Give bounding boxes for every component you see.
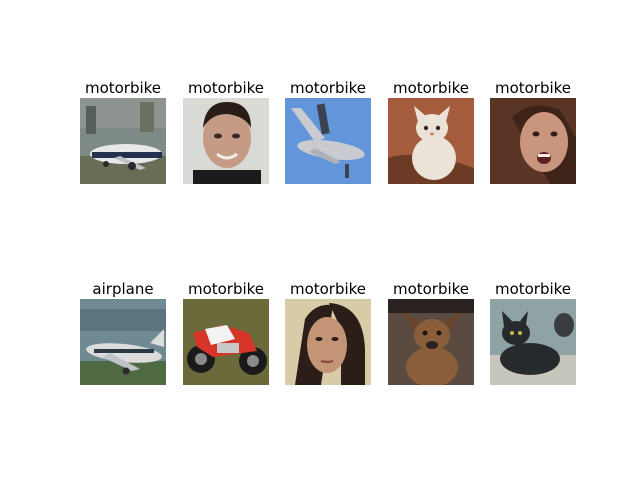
panel-label: airplane [92,280,154,298]
panel-label: motorbike [187,280,265,298]
airplane-image [80,98,166,184]
airplane-thumbnail [285,98,371,184]
face-thumbnail [490,98,576,184]
dog-thumbnail [388,299,474,385]
face-thumbnail [183,98,269,184]
face-image [285,299,371,385]
motorbike-thumbnail [183,299,269,385]
face-thumbnail [285,299,371,385]
cat-image [388,98,474,184]
panel-label: motorbike [84,79,162,97]
cat-thumbnail [490,299,576,385]
panel-label: motorbike [392,280,470,298]
dog-image [388,299,474,385]
panel-label: motorbike [392,79,470,97]
airplane-image [80,299,166,385]
panel-label: motorbike [289,79,367,97]
panel-label: motorbike [494,79,572,97]
cat-thumbnail [388,98,474,184]
cat-image [490,299,576,385]
airplane-thumbnail [80,98,166,184]
airplane-image [285,98,371,184]
face-image [490,98,576,184]
face-image [183,98,269,184]
panel-label: motorbike [289,280,367,298]
panel-label: motorbike [494,280,572,298]
panel-label: motorbike [187,79,265,97]
airplane-thumbnail [80,299,166,385]
motorbike-image [183,299,269,385]
